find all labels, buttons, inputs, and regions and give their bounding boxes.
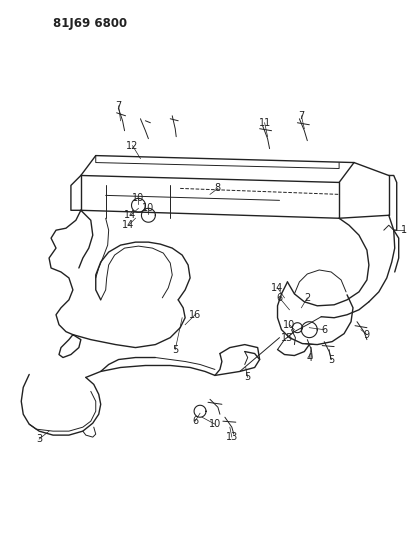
Text: 81J69 6800: 81J69 6800: [53, 17, 127, 30]
Text: 9: 9: [363, 329, 369, 340]
Text: 12: 12: [126, 141, 138, 151]
Text: 10: 10: [132, 193, 144, 204]
Text: 6: 6: [320, 325, 327, 335]
Text: 6: 6: [192, 416, 198, 426]
Text: 15: 15: [280, 333, 293, 343]
Text: 14: 14: [271, 283, 283, 293]
Text: 6: 6: [276, 293, 282, 303]
Text: 7: 7: [297, 111, 304, 121]
Text: 8: 8: [214, 183, 221, 193]
Text: 3: 3: [36, 434, 42, 444]
Text: 4: 4: [306, 352, 312, 362]
Text: 14: 14: [124, 210, 136, 220]
Text: 11: 11: [258, 118, 270, 128]
Text: 10: 10: [208, 419, 221, 429]
Text: 10: 10: [142, 203, 154, 213]
Text: 5: 5: [172, 344, 178, 354]
Text: 13: 13: [225, 432, 237, 442]
Text: 5: 5: [327, 354, 333, 365]
Text: 7: 7: [115, 101, 121, 111]
Text: 1: 1: [400, 225, 406, 235]
Text: 14: 14: [122, 220, 134, 230]
Text: 10: 10: [282, 320, 295, 330]
Text: 2: 2: [304, 293, 310, 303]
Text: 16: 16: [188, 310, 201, 320]
Text: 5: 5: [244, 373, 250, 382]
